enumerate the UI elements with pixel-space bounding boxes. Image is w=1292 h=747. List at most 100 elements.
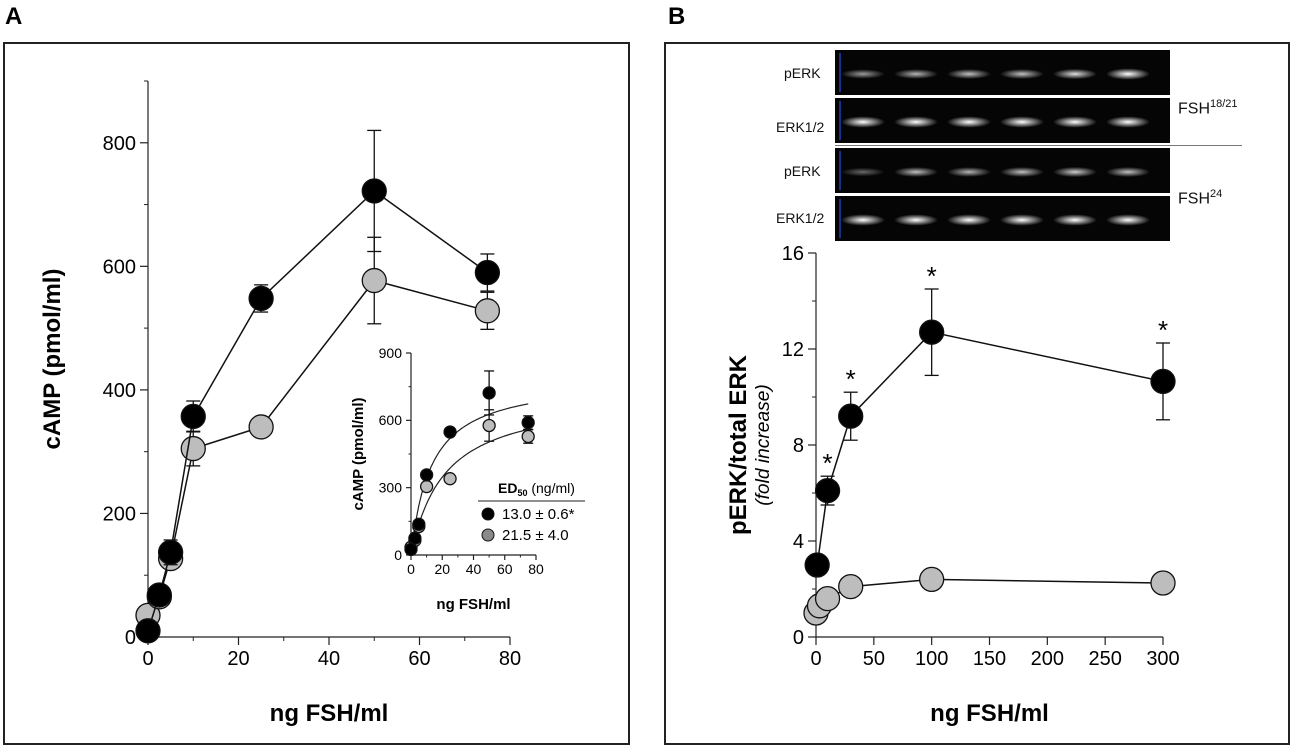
blot-group2-label: FSH24 [1178, 188, 1222, 208]
panel-b-main-y-tick-label: 4 [793, 531, 804, 553]
panel-a-main-point [248, 414, 274, 440]
blot-perk-g1-band [947, 69, 991, 79]
blot-erk-g2-band [1000, 214, 1044, 226]
blot-group1-name: FSH [1178, 100, 1210, 118]
blot-erk-g2-band [947, 214, 991, 226]
panel-a-main-point [474, 298, 501, 324]
panel-a-inset-y-axis-label: cAMP (pmol/ml) [350, 397, 367, 510]
panel-b-main-group: 0 50 100 150 200 250 300 0 4 8 12 16 ng FSH/ml pERK/t… [725, 243, 1180, 727]
blot-perk-g1-band [1053, 68, 1097, 80]
panel-b-main-y-tick-label: 8 [793, 435, 804, 457]
panel-b-main-significance-marker: * [823, 448, 833, 478]
panel-a-inset-y-tick-label: 600 [379, 412, 403, 428]
panel-b-main-significance-marker: * [1158, 315, 1168, 345]
panel-a-inset-point [482, 418, 496, 433]
panel-b-main-x-tick-label: 250 [1088, 648, 1121, 670]
panel-b-main-point [838, 573, 864, 600]
panel-b-main-point [814, 477, 841, 504]
panel-a-main-x-tick-label: 80 [499, 648, 521, 670]
panel-a-main-y-tick-label: 0 [125, 627, 136, 649]
panel-a-inset-point [404, 542, 418, 557]
blot-perk-g1-band [1000, 69, 1044, 79]
panel-b-main-series-line-1 [815, 578, 1164, 614]
inset-legend-title-main: ED [498, 480, 517, 496]
blot-perk-g2-band [894, 167, 938, 177]
panel-a-inset-x-tick-label: 80 [528, 561, 544, 577]
panel-b-main-point [814, 585, 841, 612]
panel-a-inset-point [521, 415, 535, 430]
inset-legend: ED50 (ng/ml) 13.0 ± 0.6* 21.5 ± 4.0 [478, 480, 585, 544]
panel-a-inset-point [412, 517, 426, 531]
panel-a-main-y-axis-label: cAMP (pmol/ml) [39, 269, 66, 450]
panel-a-main-point [180, 403, 206, 430]
blot-group2-name: FSH [1178, 190, 1210, 208]
blot-erk-g1-band [1106, 116, 1150, 128]
inset-legend-title: ED50 (ng/ml) [498, 480, 575, 498]
panel-b-main-point [1150, 570, 1176, 596]
panel-b-main-y-tick-label: 0 [793, 627, 804, 649]
blot-perk-g2-band [1000, 167, 1044, 177]
panel-a-inset-y-tick-label: 0 [394, 547, 402, 563]
blot-perk-g1-band [841, 69, 885, 79]
panel-a-inset-y-tick-label: 900 [379, 345, 403, 361]
blot-perk-group2 [835, 148, 1170, 193]
blot-erk-g1-band [947, 116, 991, 128]
panel-a-main-x-tick-label: 40 [318, 648, 340, 670]
blot-erk-g1-band [841, 116, 885, 128]
blot-label-perk-2: pERK [784, 163, 821, 179]
panel-b-main-significance-marker: * [927, 261, 937, 291]
blot-erk-g1-band [1053, 116, 1097, 128]
panel-b-frame [664, 42, 1290, 745]
blot-erk-g2-band [841, 214, 885, 226]
blot-perk-g2-band [1053, 166, 1097, 178]
panel-b-main-x-tick-label: 200 [1031, 648, 1064, 670]
panel-b-main-x-tick-label: 0 [810, 648, 821, 670]
panel-a-main-point [146, 582, 172, 608]
panel-a-inset-x-axis-label: ng FSH/ml [436, 596, 510, 613]
panel-a-main-point [157, 539, 184, 566]
panel-b-main-point [1150, 368, 1176, 395]
panel-a-inset-point [419, 468, 434, 482]
panel-b-main-x-tick-label: 100 [915, 648, 948, 670]
inset-legend-title-unit: (ng/ml) [527, 480, 574, 496]
panel-a-main-y-tick-label: 400 [103, 380, 136, 402]
blot-erk-group1 [835, 98, 1170, 143]
panel-a-main-x-tick-label: 60 [408, 648, 430, 670]
panel-b-main-y-axis-label: pERK/total ERK [725, 354, 752, 535]
panel-a-main-point [248, 285, 274, 312]
inset-legend-label: 13.0 ± 0.6* [502, 506, 575, 523]
panel-a-inset-x-tick-label: 60 [497, 561, 513, 577]
blot-erk-g2-band [894, 214, 938, 226]
panel-a-inset-x-tick-label: 40 [466, 561, 482, 577]
panel-b-main-point [919, 566, 945, 593]
panel-b-main-significance-marker: * [846, 364, 856, 394]
panel-a-inset-point [443, 425, 457, 439]
panel-a-inset-point [443, 472, 457, 486]
blot-erk-g2-band [1106, 214, 1150, 226]
inset-legend-label: 21.5 ± 4.0 [502, 527, 569, 544]
panel-b-main-x-tick-label: 50 [863, 648, 885, 670]
panel-a-main-y-tick-label: 200 [103, 503, 136, 525]
panel-a-inset-point [419, 479, 434, 494]
blot-perk-g1-band [1106, 68, 1150, 80]
inset-legend-marker [481, 507, 495, 521]
panel-b-main-y-tick-label: 12 [782, 339, 804, 361]
panel-a-main-point [135, 618, 161, 644]
inset-legend-title-sub: 50 [517, 488, 527, 498]
panel-b-main-x-tick-label: 300 [1146, 648, 1179, 670]
panel-b-main-y-tick-label: 16 [782, 243, 804, 265]
blot-separator [835, 145, 1242, 146]
panel-a-inset-point [482, 386, 496, 400]
blot-perk-g2-band [841, 167, 885, 177]
panel-b-main-point [838, 403, 864, 429]
panel-a-letter: A [5, 3, 23, 30]
panel-a-inset-y-tick-label: 300 [379, 480, 403, 496]
panel-a-main-point [361, 267, 387, 294]
blot-erk-g1-band [1000, 116, 1044, 128]
inset-legend-marker [481, 528, 495, 542]
panel-b-main-point [804, 552, 830, 578]
panel-a-main-point [180, 435, 206, 462]
panel-b-main-point [919, 319, 945, 345]
